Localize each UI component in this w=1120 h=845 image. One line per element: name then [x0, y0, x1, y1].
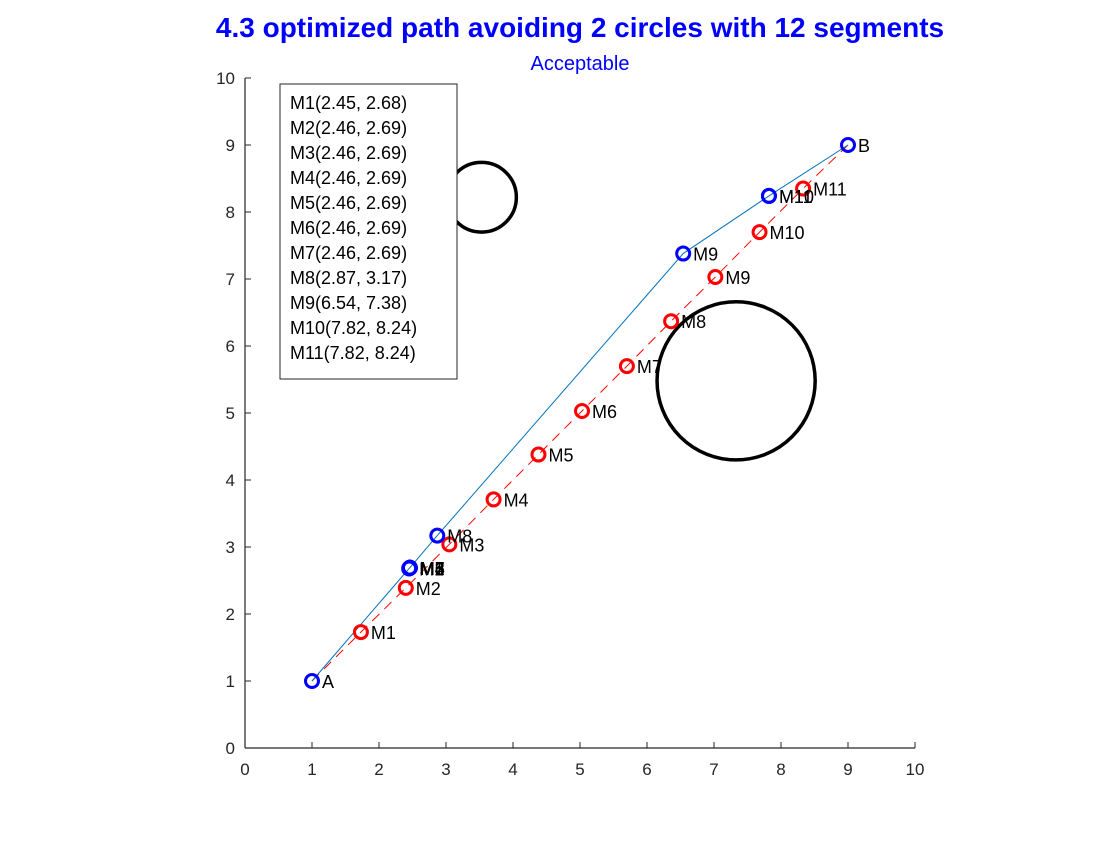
- initial-point-marker: [795, 180, 812, 197]
- obstacles: [444, 160, 817, 462]
- y-tick-label: 4: [226, 471, 235, 490]
- x-tick-label: 8: [776, 760, 785, 779]
- x-tick-label: 10: [906, 760, 925, 779]
- legend-entry: M5(2.46, 2.69): [290, 193, 407, 213]
- optimized-point-label: M5: [420, 559, 445, 579]
- initial-point-label: M1: [371, 623, 396, 643]
- initial-point-marker: [574, 402, 591, 419]
- y-tick-label: 2: [226, 605, 235, 624]
- legend-entry: M6(2.46, 2.69): [290, 218, 407, 238]
- optimized-point-label: M8: [447, 527, 472, 547]
- initial-point-marker: [397, 579, 414, 596]
- path-lines: [311, 144, 849, 682]
- initial-point-label: M4: [504, 490, 529, 510]
- initial-point-marker: [618, 358, 635, 375]
- optimized-point-marker: [675, 245, 692, 262]
- initial-point-marker: [751, 224, 768, 241]
- legend-entry: M8(2.87, 3.17): [290, 268, 407, 288]
- y-tick-label: 8: [226, 203, 235, 222]
- initial-point-marker: [441, 536, 458, 553]
- initial-point-marker: [530, 446, 547, 463]
- legend-entry: M2(2.46, 2.69): [290, 118, 407, 138]
- endpoint-label: A: [322, 672, 334, 692]
- y-tick-label: 1: [226, 672, 235, 691]
- initial-point-marker: [485, 491, 502, 508]
- x-tick-label: 4: [508, 760, 517, 779]
- y-tick-label: 10: [216, 69, 235, 88]
- initial-point-marker: [352, 624, 369, 641]
- legend-entry: M3(2.46, 2.69): [290, 143, 407, 163]
- initial-point-marker: [663, 313, 680, 330]
- points: M1M2M3M4M5M6M7M8M9M10M11M1M2M3M4M5M6M7M8…: [304, 136, 870, 692]
- initial-point-label: M11: [813, 180, 847, 200]
- y-tick-label: 7: [226, 270, 235, 289]
- optimized-point-label: M11: [779, 187, 813, 207]
- x-tick-label: 7: [709, 760, 718, 779]
- axes: 0 1 2 3 4 5 6 7 8 9 10 0 1 2 3 4 5 6 7 8 9 10: [216, 69, 924, 779]
- obstacle-circle: [655, 300, 817, 462]
- legend-box: [279, 83, 458, 380]
- y-tick-label: 9: [226, 136, 235, 155]
- optimized-point-label: M6: [420, 559, 445, 579]
- initial-point-label: M5: [548, 446, 573, 466]
- optimized-point-label: M4: [420, 559, 445, 579]
- x-tick-label: 3: [441, 760, 450, 779]
- optimized-point-marker: [401, 559, 418, 576]
- initial-point-label: M8: [681, 312, 706, 332]
- legend-entry: M9(6.54, 7.38): [290, 293, 407, 313]
- x-tick-label: 0: [240, 760, 249, 779]
- coordinates-legend: M1(2.45, 2.68) M2(2.46, 2.69) M3(2.46, 2.6…: [279, 83, 458, 380]
- y-tick-label: 0: [226, 739, 235, 758]
- optimized-point-label: M7: [420, 559, 445, 579]
- x-tick-label: 1: [307, 760, 316, 779]
- x-tick-label: 6: [642, 760, 651, 779]
- endpoint-marker: [304, 673, 320, 689]
- legend-entry: M10(7.82, 8.24): [290, 318, 417, 338]
- legend-entry: M7(2.46, 2.69): [290, 243, 407, 263]
- initial-path-line: [311, 144, 849, 682]
- initial-point-label: M2: [416, 579, 441, 599]
- optimized-point-marker: [429, 527, 446, 544]
- initial-point-label: M3: [459, 535, 484, 555]
- initial-point-label: M10: [770, 223, 805, 243]
- initial-point-marker: [707, 268, 724, 285]
- optimized-point-label: M3: [420, 559, 445, 579]
- x-tick-label: 2: [374, 760, 383, 779]
- optimized-point-label: M10: [779, 187, 814, 207]
- optimized-point-label: M1: [419, 559, 444, 579]
- optimized-point-label: M2: [420, 559, 445, 579]
- initial-point-label: M6: [592, 402, 617, 422]
- optimized-point-label: M9: [693, 245, 718, 265]
- optimized-path-line: [311, 144, 849, 682]
- legend-entry: M4(2.46, 2.69): [290, 168, 407, 188]
- endpoint-label: B: [858, 136, 870, 156]
- x-tick-label: 9: [843, 760, 852, 779]
- endpoint-marker: [840, 137, 856, 153]
- initial-point-label: M7: [637, 357, 662, 377]
- initial-point-label: M9: [725, 268, 750, 288]
- chart-subtitle: Acceptable: [531, 53, 630, 75]
- chart-title: 4.3 optimized path avoiding 2 circles wi…: [216, 12, 944, 43]
- optimized-point-marker: [760, 187, 777, 204]
- y-tick-label: 6: [226, 337, 235, 356]
- x-tick-label: 5: [575, 760, 584, 779]
- y-tick-label: 3: [226, 538, 235, 557]
- y-tick-label: 5: [226, 404, 235, 423]
- legend-entry: M1(2.45, 2.68): [290, 93, 407, 113]
- legend-entry: M11(7.82, 8.24): [290, 343, 416, 363]
